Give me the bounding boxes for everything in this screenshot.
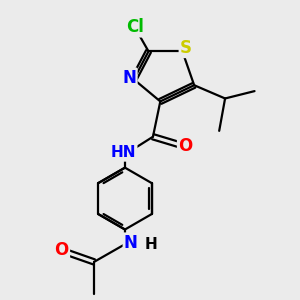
- Text: N: N: [124, 234, 138, 252]
- Text: O: O: [178, 136, 193, 154]
- Text: H: H: [145, 237, 158, 252]
- Text: S: S: [180, 39, 192, 57]
- Text: HN: HN: [111, 146, 136, 160]
- Text: O: O: [55, 241, 69, 259]
- Text: N: N: [122, 69, 136, 87]
- Text: Cl: Cl: [126, 18, 144, 36]
